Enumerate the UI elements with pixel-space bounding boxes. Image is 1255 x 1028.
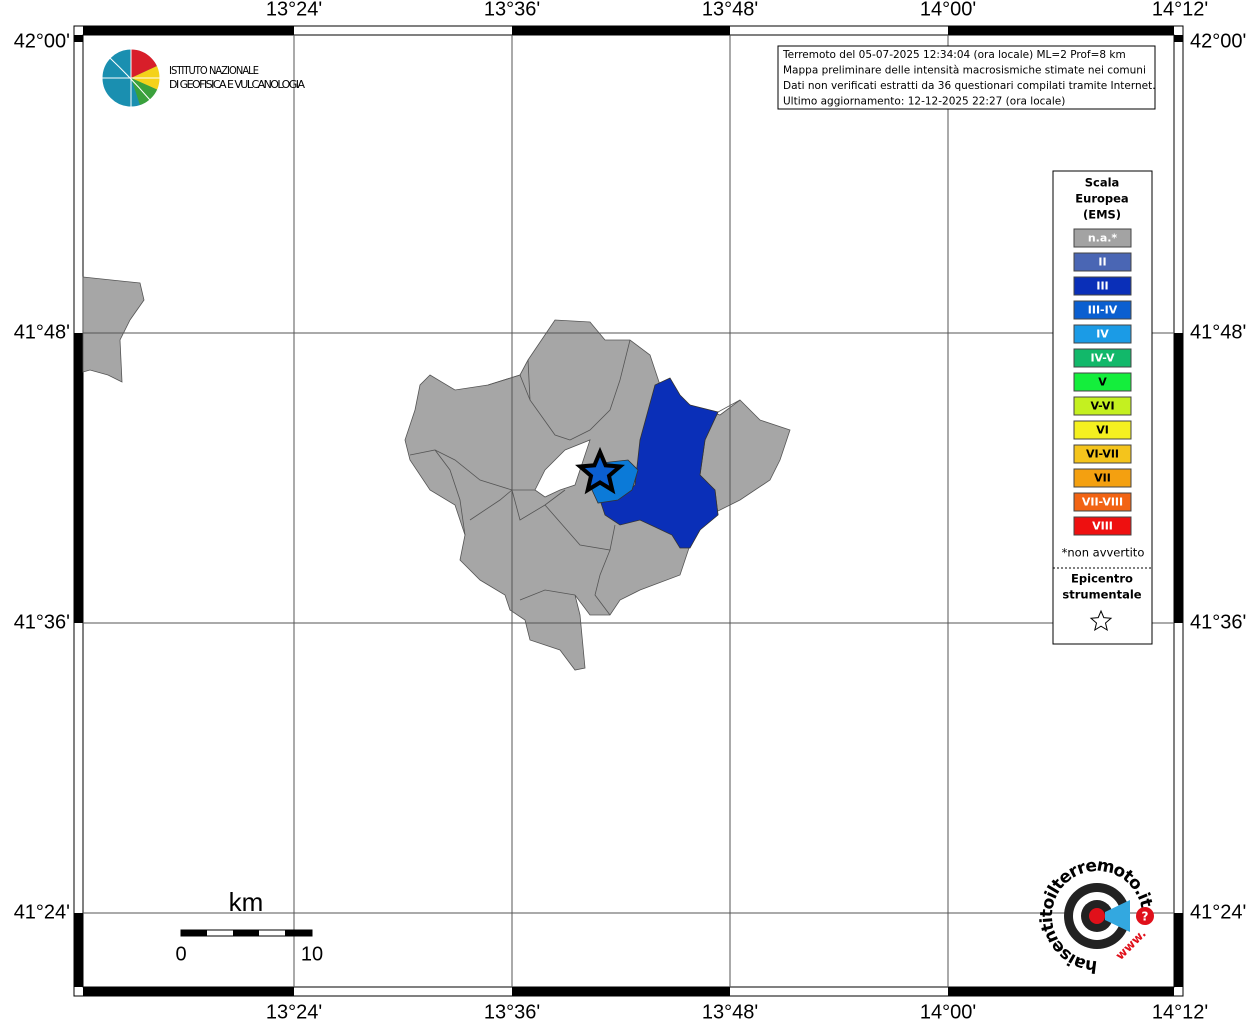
scale-unit: km	[229, 887, 264, 917]
legend-label: IV-V	[1090, 352, 1115, 365]
lon-label: 14°12'	[1152, 1001, 1208, 1023]
legend-swatch	[1073, 516, 1132, 536]
info-line: Dati non verificati estratti da 36 quest…	[783, 80, 1156, 92]
lon-label: 13°48'	[702, 1001, 758, 1023]
graticule	[83, 35, 1174, 987]
epicenter-star	[575, 446, 625, 495]
logo-text: ISTITUTO NAZIONALE	[169, 64, 259, 77]
legend-label: VII-VIII	[1082, 496, 1123, 509]
info-line: Ultimo aggiornamento: 12-12-2025 22:27 (…	[783, 96, 1065, 108]
legend-swatch	[1073, 468, 1132, 488]
legend-swatch	[1073, 276, 1132, 296]
ingv-logo: ISTITUTO NAZIONALE DI GEOFISICA E VULCAN…	[101, 48, 305, 108]
scale-bar: km 0 10	[175, 887, 323, 965]
lon-label: 14°00'	[920, 0, 976, 20]
legend-swatch	[1073, 444, 1132, 464]
lat-label: 41°48'	[14, 321, 70, 343]
municipalities	[82, 276, 791, 671]
legend-label: II	[1098, 256, 1106, 269]
lon-label: 13°48'	[702, 0, 758, 20]
legend-label: V	[1098, 376, 1107, 389]
legend-swatch	[1073, 228, 1132, 248]
info-line: Terremoto del 05-07-2025 12:34:04 (ora l…	[782, 49, 1126, 61]
legend-swatch	[1073, 348, 1132, 368]
legend-label: V-VI	[1090, 400, 1114, 413]
lat-label: 41°36'	[1190, 611, 1246, 633]
lat-label: 41°48'	[1190, 321, 1246, 343]
legend-swatch	[1073, 396, 1132, 416]
lat-label: 41°24'	[14, 901, 70, 923]
lon-label: 13°36'	[484, 1001, 540, 1023]
legend-swatch	[1073, 252, 1132, 272]
legend-epicenter: strumentale	[1062, 588, 1141, 602]
legend-swatch	[1073, 372, 1132, 392]
info-line: Mappa preliminare delle intensità macros…	[783, 65, 1146, 77]
legend-label: VII	[1094, 472, 1111, 485]
lat-label: 42°00'	[14, 30, 70, 52]
scale-label: 10	[301, 943, 323, 965]
legend-swatch	[1073, 300, 1132, 320]
lat-label: 41°24'	[1190, 901, 1246, 923]
lon-label: 14°00'	[920, 1001, 976, 1023]
legend-epicenter: Epicentro	[1071, 572, 1133, 586]
legend-label: VIII	[1092, 520, 1113, 533]
legend-label: IV	[1096, 328, 1109, 341]
legend: ScalaEuropea(EMS)n.a.*IIIIIIII-IVIVIV-VV…	[1052, 170, 1153, 645]
legend-note: *non avvertito	[1062, 546, 1145, 560]
legend-label: n.a.*	[1088, 232, 1118, 245]
legend-label: III	[1096, 280, 1108, 293]
logo-text: DI GEOFISICA E VULCANOLOGIA	[169, 78, 305, 91]
legend-label: VI	[1096, 424, 1109, 437]
legend-swatch	[1073, 324, 1132, 344]
legend-swatch	[1073, 492, 1132, 512]
svg-text:?: ?	[1142, 910, 1149, 924]
lat-label: 41°36'	[14, 611, 70, 633]
legend-title: Scala	[1085, 176, 1120, 190]
scale-label: 0	[175, 943, 186, 965]
lon-label: 13°24'	[266, 1001, 322, 1023]
legend-title: Europea	[1075, 192, 1128, 206]
legend-star	[1089, 609, 1113, 632]
info-box: Terremoto del 05-07-2025 12:34:04 (ora l…	[777, 45, 1156, 110]
legend-swatch	[1073, 420, 1132, 440]
lon-label: 13°24'	[266, 0, 322, 20]
legend-title: (EMS)	[1083, 208, 1121, 222]
lat-label: 42°00'	[1190, 30, 1246, 52]
lon-label: 13°36'	[484, 0, 540, 20]
legend-label: III-IV	[1088, 304, 1118, 317]
lon-label: 14°12'	[1152, 0, 1208, 20]
legend-label: VI-VII	[1086, 448, 1119, 461]
